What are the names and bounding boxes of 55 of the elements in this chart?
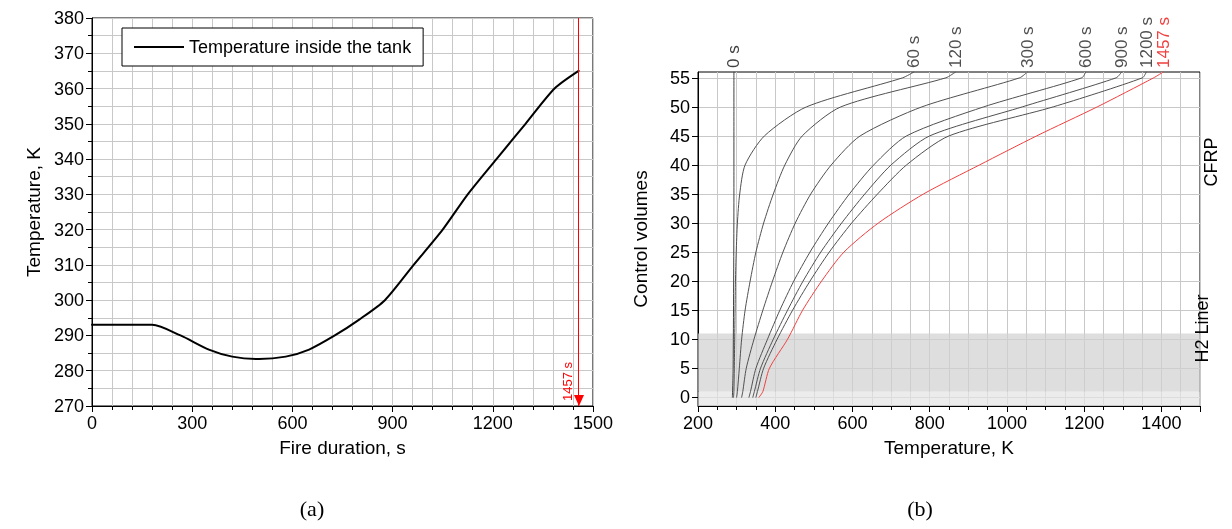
x-tick-label: 400 [760, 413, 791, 433]
x-tick-label: 1200 [472, 413, 513, 433]
x-tick-label: 200 [682, 413, 714, 433]
x-tick-label: 600 [277, 413, 308, 433]
y-tick-label: 30 [669, 213, 690, 234]
y-tick-label: 360 [53, 78, 84, 99]
ref-line-label: 1457 s [559, 361, 575, 401]
y-tick-label: 270 [53, 396, 84, 416]
x-tick-label: 0 [86, 413, 98, 433]
text: 1200 s [1136, 16, 1156, 68]
text: 300 s [1017, 26, 1037, 68]
text: 1457 s [1153, 16, 1173, 68]
y-tick-label: 45 [669, 125, 690, 146]
y-tick-label: 340 [53, 149, 84, 170]
y-tick-label: 10 [669, 329, 690, 350]
y-tick-label: 50 [669, 96, 690, 117]
legend-label: Temperature inside the tank [189, 37, 413, 57]
band-label: H2 Liner [1192, 294, 1212, 363]
y-tick-label: 290 [53, 325, 84, 346]
y-tick-label: 350 [53, 113, 84, 134]
x-axis-title: Temperature, K [884, 437, 1015, 458]
y-tick-label: 25 [669, 242, 690, 263]
text: 120 s [946, 26, 966, 68]
y-tick-label: 370 [53, 43, 84, 64]
x-tick-label: 1400 [1141, 413, 1182, 433]
y-axis-title: Control volumes [630, 170, 651, 308]
x-tick-label: 900 [377, 413, 408, 433]
y-axis-title: Temperature, K [23, 146, 45, 277]
text: 900 s [1112, 26, 1132, 68]
y-tick-label: 35 [669, 183, 690, 204]
y-tick-label: 300 [53, 290, 84, 311]
y-tick-label: 380 [53, 8, 84, 28]
y-tick-label: 280 [53, 360, 84, 381]
x-tick-label: 300 [177, 413, 208, 433]
y-tick-label: 15 [669, 300, 690, 321]
x-tick-label: 600 [837, 413, 868, 433]
x-tick-label: 800 [914, 413, 945, 433]
text: 600 s [1076, 26, 1096, 68]
text: 0 s [724, 45, 744, 68]
y-tick-label: 40 [669, 154, 690, 175]
text: 60 s [904, 35, 924, 68]
x-tick-label: 1000 [986, 413, 1027, 433]
x-axis-title: Fire duration, s [279, 437, 406, 458]
text: (b) [907, 495, 933, 521]
y-tick-label: 5 [679, 358, 690, 379]
y-tick-label: 55 [669, 67, 690, 88]
text: (a) [299, 495, 325, 521]
y-tick-label: 20 [669, 271, 690, 292]
y-tick-label: 310 [53, 254, 84, 275]
y-tick-label: 330 [53, 184, 84, 205]
x-tick-label: 1200 [1064, 413, 1105, 433]
y-tick-label: 0 [679, 387, 690, 408]
y-tick-label: 320 [53, 219, 84, 240]
x-tick-label: 1500 [572, 413, 613, 433]
text: CFRP [1201, 137, 1221, 187]
